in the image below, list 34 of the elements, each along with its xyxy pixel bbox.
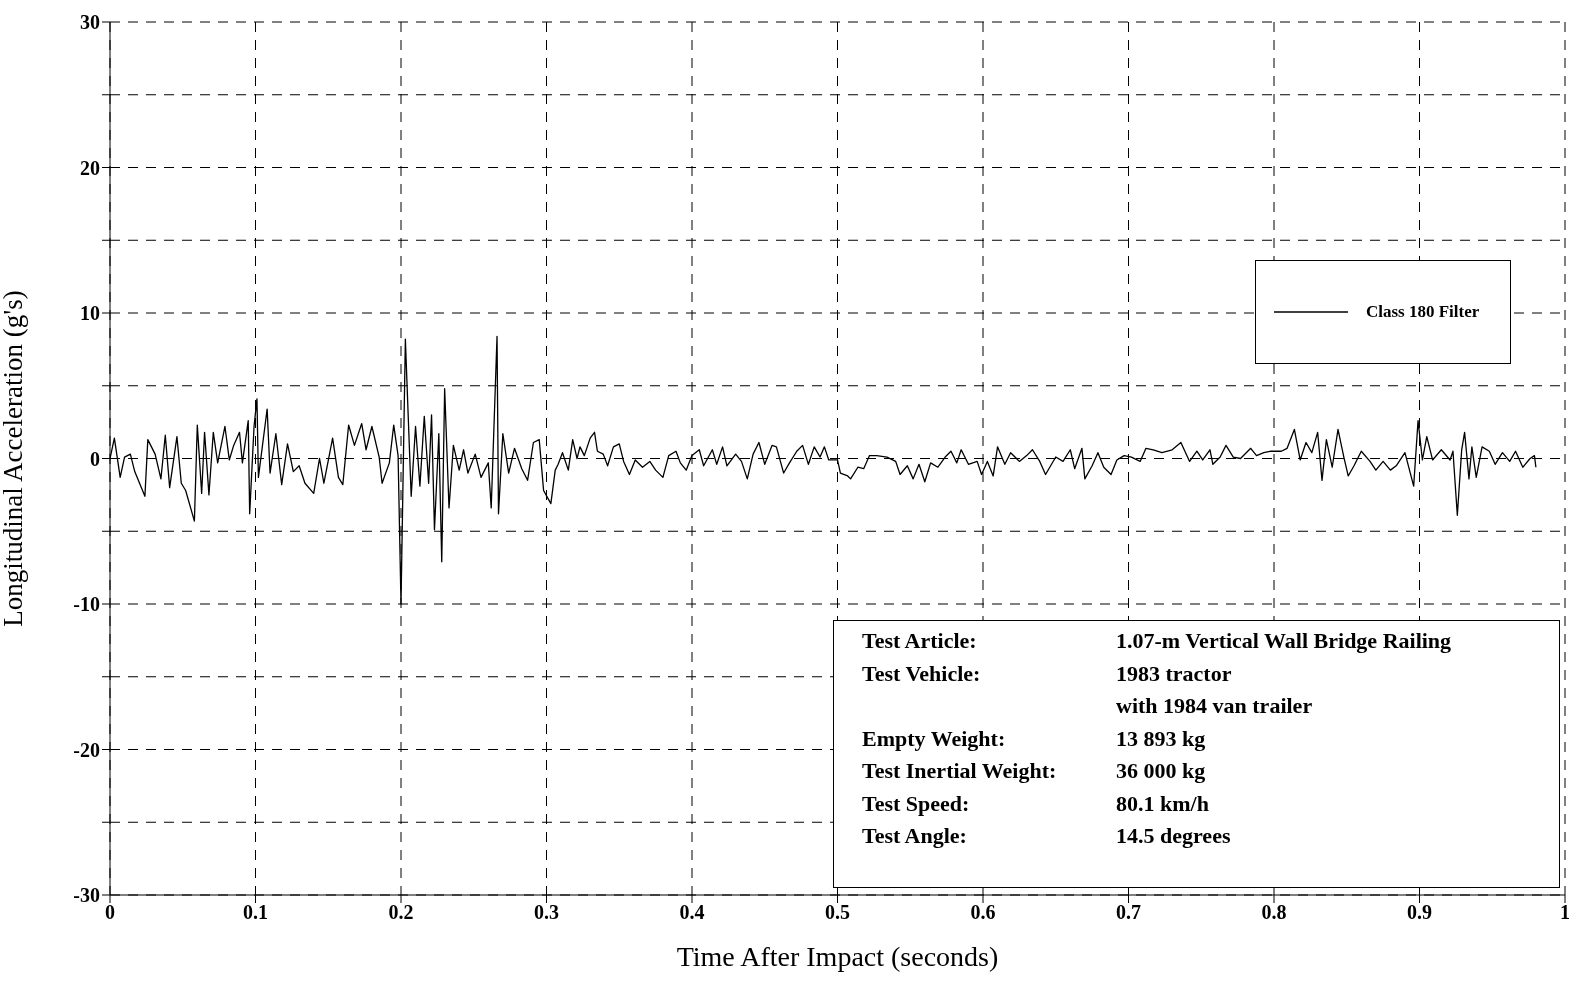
annotation: Test Speed: <box>862 789 971 818</box>
y-tick-label: 10 <box>80 302 100 325</box>
legend-label: Class 180 Filter <box>1366 302 1480 322</box>
x-tick-label: 1 <box>1560 901 1570 924</box>
y-tick-label: 30 <box>80 11 100 34</box>
annotation: Empty Weight: <box>862 724 1007 753</box>
x-tick-label: 0.2 <box>388 901 414 924</box>
annotation: 36 000 kg <box>1116 757 1207 785</box>
annotation: 14.5 degrees <box>1116 822 1232 850</box>
y-tick-label: 0 <box>90 447 100 470</box>
annotation: 80.1 km/h <box>1116 789 1210 818</box>
legend-box: Class 180 Filter <box>1255 260 1511 364</box>
annotation: 1.07-m Vertical Wall Bridge Railing <box>1116 627 1453 655</box>
y-axis-title: Longitudinal Acceleration (g's) <box>0 290 28 627</box>
annotation: Test Inertial Weight: <box>862 757 1058 785</box>
y-tick-label: -30 <box>73 884 100 907</box>
y-tick-label: -20 <box>73 738 100 761</box>
annotation: 1983 tractor with 1984 van trailer <box>1116 659 1314 720</box>
x-tick-label: 0 <box>105 901 115 924</box>
x-tick-label: 0.3 <box>534 901 559 924</box>
x-axis-title: Time After Impact (seconds) <box>676 941 999 972</box>
annotation: Test Vehicle: <box>862 659 982 688</box>
x-tick-label: 0.5 <box>825 901 850 924</box>
x-tick-label: 0.4 <box>679 901 705 924</box>
annotation: 13 893 kg <box>1116 724 1207 753</box>
y-tick-label: 20 <box>80 156 100 179</box>
y-tick-label: -10 <box>73 593 100 616</box>
x-tick-label: 0.6 <box>970 901 996 924</box>
annotation: Test Angle: <box>862 822 968 850</box>
x-tick-label: 0.7 <box>1116 901 1141 924</box>
x-tick-label: 0.1 <box>243 901 268 924</box>
x-tick-label: 0.8 <box>1261 901 1287 924</box>
x-tick-label: 0.9 <box>1407 901 1432 924</box>
annotation: Test Article: <box>862 627 978 655</box>
